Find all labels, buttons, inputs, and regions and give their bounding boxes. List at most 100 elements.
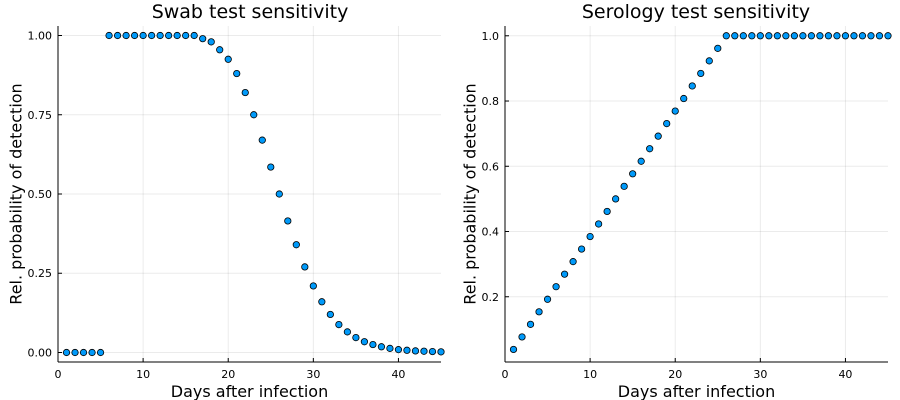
data-point <box>437 348 445 356</box>
data-point <box>207 38 215 46</box>
data-point <box>292 241 300 249</box>
data-point <box>748 32 756 40</box>
y-tick-label: 0.25 <box>28 267 53 280</box>
data-point <box>884 32 892 40</box>
data-point <box>807 32 816 40</box>
data-point <box>867 32 875 40</box>
y-tick-label: 0.6 <box>482 160 500 173</box>
data-point <box>386 344 394 352</box>
data-point <box>79 348 88 357</box>
data-point <box>428 347 437 356</box>
x-axis-label: Days after infection <box>171 382 328 400</box>
data-point <box>139 31 147 40</box>
data-point <box>360 338 368 346</box>
y-tick-label: 1.0 <box>482 30 500 43</box>
data-point <box>343 328 351 336</box>
data-point <box>88 348 96 357</box>
data-point <box>326 310 334 319</box>
data-point <box>850 32 858 40</box>
data-point <box>577 245 586 253</box>
data-point <box>284 217 292 225</box>
data-point <box>782 32 790 40</box>
data-point <box>148 31 156 40</box>
data-point <box>858 32 867 40</box>
data-point <box>773 32 781 40</box>
y-axis-label: Rel. probability of detection <box>7 83 26 304</box>
data-point <box>586 232 594 241</box>
data-point <box>62 348 71 357</box>
data-point <box>637 157 645 165</box>
data-point <box>612 195 620 203</box>
data-point <box>731 32 739 40</box>
data-point <box>335 320 343 329</box>
data-point <box>182 31 190 40</box>
data-point <box>165 31 173 40</box>
data-point <box>267 163 275 171</box>
x-tick-label: 10 <box>136 368 150 381</box>
data-point <box>671 107 679 115</box>
x-tick-label: 40 <box>838 368 852 381</box>
data-point <box>629 170 637 178</box>
x-tick-label: 20 <box>668 368 682 381</box>
data-point <box>318 298 326 306</box>
data-point <box>156 31 164 40</box>
x-tick-label: 10 <box>583 368 597 381</box>
data-point <box>799 32 807 40</box>
data-point <box>122 31 130 40</box>
data-point <box>96 348 105 357</box>
data-point <box>569 258 577 266</box>
y-tick-label: 0.2 <box>482 291 500 304</box>
data-point <box>875 32 884 40</box>
x-tick-label: 20 <box>221 368 235 381</box>
data-point <box>105 31 113 40</box>
data-point <box>824 32 833 40</box>
data-point <box>420 347 428 355</box>
data-point <box>765 32 773 40</box>
data-point <box>199 35 207 43</box>
data-point <box>595 220 603 228</box>
data-point <box>173 31 181 40</box>
data-point <box>241 88 249 97</box>
data-point <box>680 94 688 103</box>
y-tick-label: 0.8 <box>482 95 500 108</box>
y-axis-label: Rel. probability of detection <box>461 83 480 304</box>
data-point <box>275 190 283 198</box>
y-tick-label: 0.00 <box>28 346 53 359</box>
data-point <box>739 32 747 40</box>
data-point <box>190 31 198 40</box>
data-point <box>113 31 122 40</box>
data-point <box>654 132 662 140</box>
data-point <box>131 31 139 40</box>
data-point <box>620 182 628 190</box>
data-point <box>663 120 671 128</box>
data-point <box>411 347 420 355</box>
data-point <box>216 46 224 54</box>
data-point <box>71 348 79 357</box>
data-point <box>535 308 543 316</box>
data-point <box>552 283 560 291</box>
chart-panel-2: 0 10 20 30 40 0.2 0.4 0.6 0.8 1.0 Serology test se… <box>461 1 892 400</box>
data-point <box>714 44 722 52</box>
chart-panel-1: 0 10 20 30 40 0.00 0.25 0.50 0.75 1.00 Swab test s… <box>7 1 445 400</box>
y-tick-label: 0.75 <box>28 109 53 122</box>
chart-title: Swab test sensitivity <box>152 1 349 23</box>
x-tick-label: 0 <box>502 368 509 381</box>
y-tick-label: 0.4 <box>482 226 500 239</box>
data-point <box>526 320 535 328</box>
x-tick-label: 40 <box>391 368 405 381</box>
data-point <box>224 55 232 63</box>
data-point <box>646 145 654 153</box>
x-tick-label: 0 <box>55 368 62 381</box>
data-point <box>518 333 526 341</box>
data-point <box>543 295 552 303</box>
chart-title: Serology test sensitivity <box>582 1 810 23</box>
data-point <box>560 270 569 278</box>
y-tick-label: 1.00 <box>28 30 53 43</box>
x-tick-label: 30 <box>753 368 767 381</box>
data-point <box>841 32 850 40</box>
data-point <box>369 340 377 349</box>
data-point <box>377 343 386 351</box>
data-point <box>688 82 696 90</box>
data-point <box>722 32 730 40</box>
